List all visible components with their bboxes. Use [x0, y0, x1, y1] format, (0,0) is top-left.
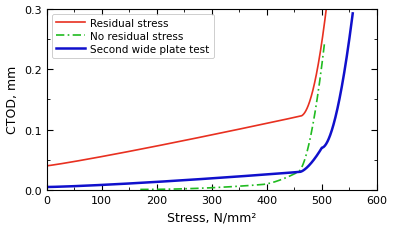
No residual stress — [138, 188, 143, 191]
Second wide plate test — [323, 144, 328, 147]
Residual stress — [312, 82, 317, 85]
Second wide plate test — [263, 173, 268, 176]
Second wide plate test — [351, 13, 355, 16]
Residual stress — [312, 81, 317, 84]
Residual stress — [324, 8, 329, 11]
Second wide plate test — [152, 181, 157, 184]
Y-axis label: CTOD, mm: CTOD, mm — [6, 66, 18, 134]
No residual stress — [294, 172, 299, 174]
Second wide plate test — [340, 82, 345, 84]
Residual stress — [203, 135, 208, 138]
Second wide plate test — [105, 183, 109, 186]
Line: Second wide plate test: Second wide plate test — [47, 14, 353, 187]
No residual stress — [322, 41, 327, 44]
No residual stress — [294, 172, 299, 174]
Residual stress — [70, 161, 74, 164]
No residual stress — [296, 171, 300, 174]
Legend: Residual stress, No residual stress, Second wide plate test: Residual stress, No residual stress, Sec… — [52, 15, 214, 59]
Second wide plate test — [44, 186, 49, 188]
Line: No residual stress: No residual stress — [140, 43, 325, 190]
Residual stress — [285, 118, 290, 121]
No residual stress — [311, 119, 316, 121]
Line: Residual stress: Residual stress — [47, 10, 326, 166]
No residual stress — [316, 91, 321, 94]
X-axis label: Stress, N/mm²: Stress, N/mm² — [167, 210, 257, 224]
Second wide plate test — [342, 73, 346, 76]
Residual stress — [178, 140, 183, 143]
Residual stress — [44, 165, 49, 167]
No residual stress — [139, 188, 144, 191]
